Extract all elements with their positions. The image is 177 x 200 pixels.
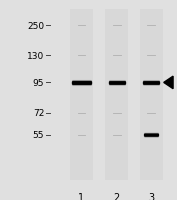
Text: 130: 130 <box>27 52 44 60</box>
Text: 250: 250 <box>27 22 44 30</box>
Text: 3: 3 <box>148 192 154 200</box>
Text: 95: 95 <box>33 79 44 87</box>
Text: 1: 1 <box>78 192 84 200</box>
Text: 55: 55 <box>33 131 44 139</box>
Bar <box>105 10 128 180</box>
Polygon shape <box>164 77 173 89</box>
Text: 2: 2 <box>114 192 120 200</box>
Text: 72: 72 <box>33 109 44 117</box>
Bar <box>70 10 93 180</box>
Bar <box>140 10 163 180</box>
